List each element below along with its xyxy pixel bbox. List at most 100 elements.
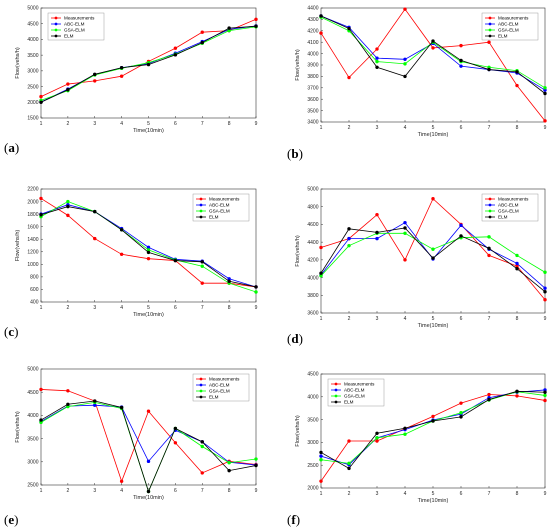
data-point (254, 24, 258, 28)
data-point (403, 231, 407, 235)
y-tick-label: 4000 (27, 413, 38, 419)
data-point (119, 74, 124, 78)
data-point (146, 245, 151, 250)
data-point (543, 86, 547, 90)
x-tick-label: 7 (201, 121, 204, 127)
data-point (66, 88, 70, 92)
data-point (319, 274, 323, 278)
data-point (66, 213, 70, 218)
legend-entry: Measurements (64, 16, 95, 21)
data-point (403, 226, 407, 230)
data-point (375, 56, 379, 60)
data-point (119, 479, 124, 483)
legend-box (192, 193, 250, 222)
x-tick-label: 9 (255, 488, 258, 494)
data-point (39, 387, 43, 392)
legend-entry: Measurements (498, 16, 529, 21)
y-tick-label: 400 (30, 300, 39, 306)
data-point (119, 228, 124, 232)
y-tick-label: 3000 (27, 460, 38, 466)
x-tick-label: 6 (460, 491, 463, 497)
data-point (66, 204, 70, 209)
legend-swatch-marker (199, 197, 203, 201)
y-tick-label: 1200 (27, 249, 38, 255)
x-axis-label: Time(10min) (418, 132, 449, 138)
chart-panel-4: 3600 3800 4000 4200 4400 4600 4800 5000 1 2 3 4 5 6 7 8… (287, 187, 547, 346)
data-point (227, 277, 231, 281)
legend-entry: ABC-ELM (344, 388, 365, 393)
x-tick-label: 4 (404, 125, 407, 131)
y-tick-label: 2200 (27, 187, 38, 193)
data-point (543, 398, 547, 403)
data-point (487, 253, 491, 258)
y-tick-label: 1400 (27, 237, 38, 243)
data-point (375, 431, 379, 435)
data-point (403, 258, 407, 262)
y-tick-label: 5000 (27, 367, 38, 373)
data-point (66, 402, 70, 406)
y-tick-label: 2000 (27, 100, 38, 106)
data-point (347, 466, 351, 471)
panel-letter: (f) (287, 512, 300, 527)
data-point (375, 236, 379, 241)
legend-entry: Measurements (498, 197, 529, 202)
x-tick-label: 8 (516, 316, 519, 322)
data-point (146, 248, 151, 252)
data-point (375, 230, 379, 235)
x-tick-label: 9 (544, 316, 547, 322)
y-tick-label: 4000 (307, 275, 318, 281)
data-point (431, 247, 435, 251)
data-point (347, 75, 351, 80)
y-tick-label: 4500 (307, 372, 318, 378)
y-tick-label: 4400 (307, 6, 318, 12)
legend-swatch-marker (488, 209, 492, 213)
data-point (200, 40, 204, 45)
x-tick-label: 9 (255, 305, 258, 311)
data-point (200, 264, 204, 268)
legend-entry: ELM (209, 395, 219, 400)
x-tick-label: 4 (404, 316, 407, 322)
data-point (487, 397, 491, 402)
legend-swatch-marker (488, 203, 492, 207)
data-point (543, 286, 547, 290)
data-point (515, 261, 519, 266)
data-point (431, 46, 435, 50)
data-point (431, 39, 435, 43)
data-point (459, 58, 463, 63)
data-point (200, 471, 204, 475)
y-tick-label: 4100 (307, 40, 318, 46)
y-tick-label: 4000 (27, 37, 38, 43)
x-tick-label: 1 (40, 305, 43, 311)
x-axis-label: Time(10min) (133, 495, 164, 501)
x-tick-label: 8 (228, 305, 231, 311)
x-tick-label: 8 (516, 125, 519, 131)
x-axis-label: Time(10min) (418, 498, 449, 504)
data-point (347, 236, 351, 241)
y-tick-label: 3600 (307, 311, 318, 317)
data-point (173, 46, 178, 50)
legend-swatch-marker (54, 22, 58, 26)
data-point (66, 389, 70, 393)
data-point (487, 246, 491, 251)
legend-swatch-marker (54, 16, 58, 20)
chart-panel-2: 3400 3500 3600 3700 3800 3900 4000 4100 4200 4300… (287, 6, 547, 161)
legend-entry: ELM (498, 34, 508, 39)
x-tick-label: 5 (432, 491, 435, 497)
x-tick-label: 1 (40, 488, 43, 494)
x-tick-label: 8 (228, 121, 231, 127)
data-point (375, 436, 379, 440)
x-tick-label: 2 (66, 121, 69, 127)
data-point (39, 418, 43, 422)
legend-swatch-marker (488, 22, 492, 26)
data-point (375, 439, 379, 443)
y-axis-label: Flow(vehs/h) (295, 415, 301, 447)
data-point (173, 441, 178, 445)
data-point (375, 212, 379, 217)
x-tick-label: 6 (174, 305, 177, 311)
panel-letter: (d) (287, 331, 303, 346)
data-point (39, 94, 43, 99)
y-tick-label: 4500 (27, 21, 38, 27)
x-tick-label: 3 (376, 491, 379, 497)
data-point (403, 220, 407, 225)
